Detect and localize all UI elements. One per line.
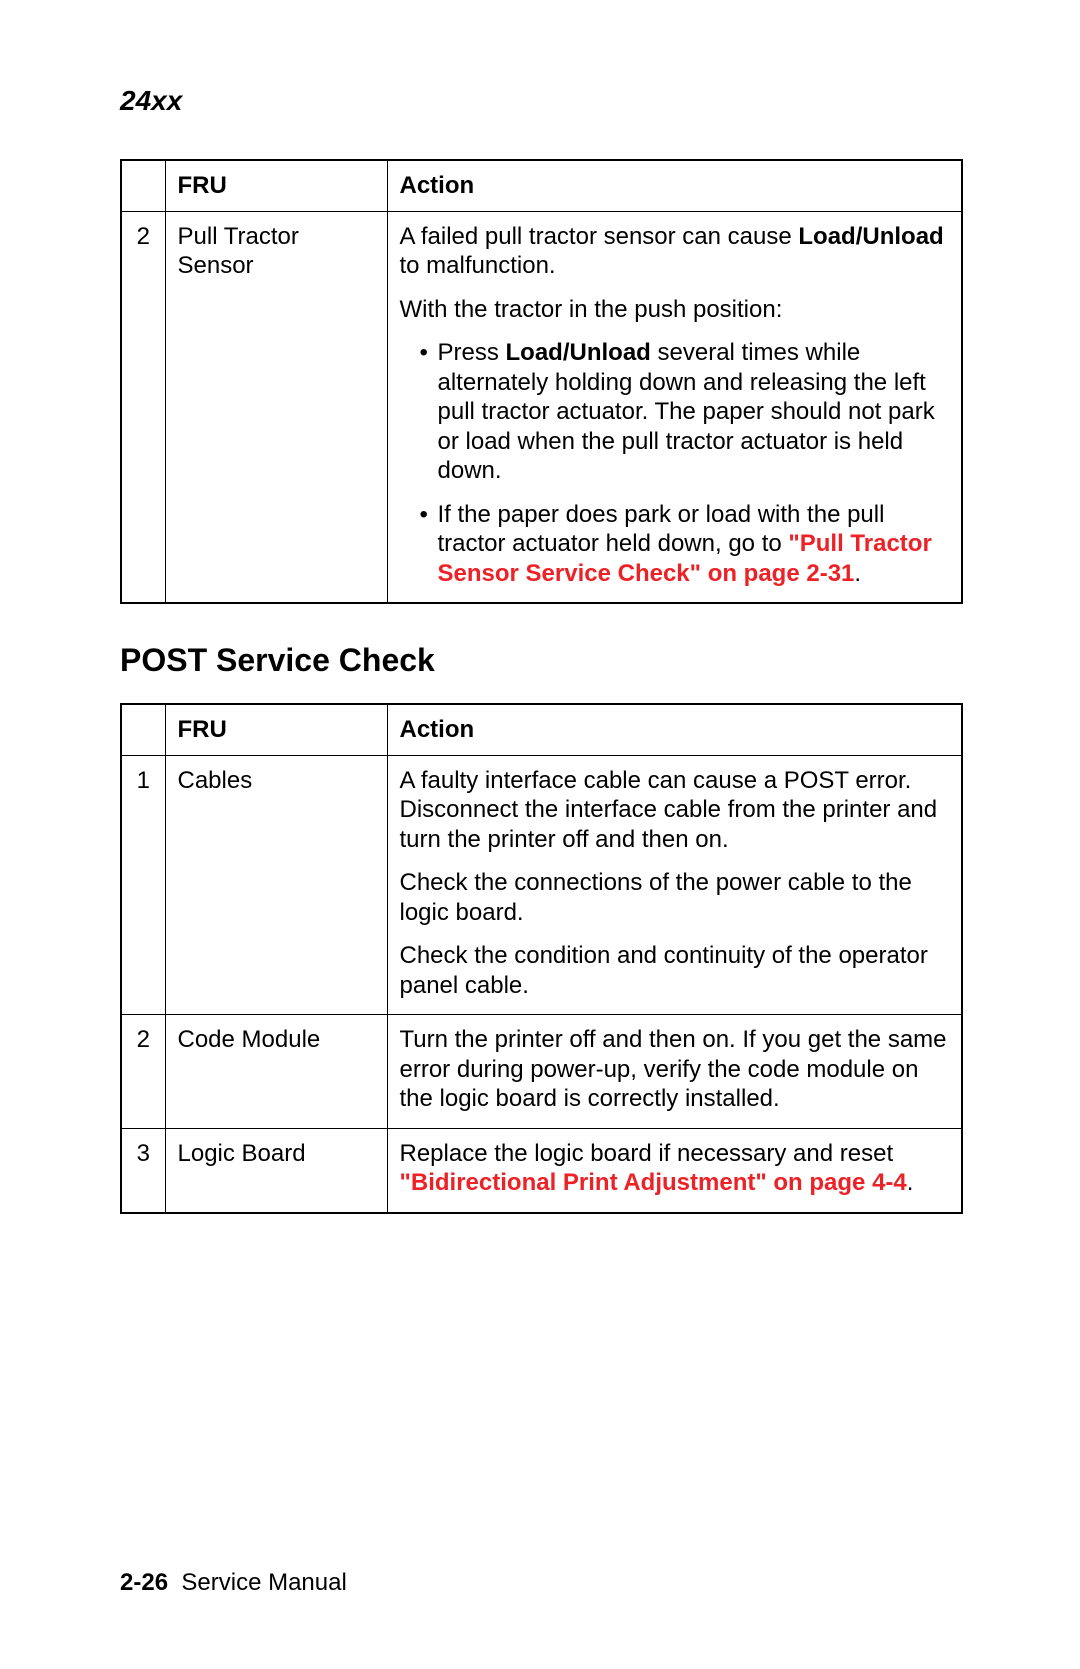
cell-fru: Cables (165, 755, 387, 1015)
table-row: 1 Cables A faulty interface cable can ca… (121, 755, 962, 1015)
action-paragraph: Replace the logic board if necessary and… (400, 1139, 950, 1198)
cell-num: 2 (121, 1015, 165, 1129)
cell-action: Turn the printer off and then on. If you… (387, 1015, 962, 1129)
action-paragraph: A faulty interface cable can cause a POS… (400, 766, 950, 855)
action-paragraph: With the tractor in the push position: (400, 295, 950, 325)
table-header-row: FRU Action (121, 160, 962, 211)
cell-action: Replace the logic board if necessary and… (387, 1128, 962, 1213)
table-row: 2 Code Module Turn the printer off and t… (121, 1015, 962, 1129)
action-paragraph: Check the connections of the power cable… (400, 868, 950, 927)
page-footer: 2-26 Service Manual (120, 1569, 347, 1597)
table-pull-tractor: FRU Action 2 Pull Tractor Sensor A faile… (120, 159, 963, 604)
list-item: Press Load/Unload several times while al… (420, 338, 950, 486)
action-paragraph: Turn the printer off and then on. If you… (400, 1025, 950, 1114)
table-row: 2 Pull Tractor Sensor A failed pull trac… (121, 211, 962, 603)
col-header-num (121, 160, 165, 211)
page-container: 24xx FRU Action 2 Pull Tractor Sensor A … (0, 0, 1080, 1669)
page-number: 2-26 (120, 1569, 168, 1596)
col-header-num (121, 704, 165, 755)
xref-link[interactable]: "Bidirectional Print Adjustment" on page… (400, 1169, 907, 1196)
cell-num: 3 (121, 1128, 165, 1213)
col-header-fru: FRU (165, 704, 387, 755)
col-header-action: Action (387, 704, 962, 755)
col-header-fru: FRU (165, 160, 387, 211)
cell-action: A faulty interface cable can cause a POS… (387, 755, 962, 1015)
cell-num: 2 (121, 211, 165, 603)
cell-action: A failed pull tractor sensor can cause L… (387, 211, 962, 603)
cell-fru: Logic Board (165, 1128, 387, 1213)
section-heading-post: POST Service Check (120, 642, 975, 679)
cell-fru: Code Module (165, 1015, 387, 1129)
table-row: 3 Logic Board Replace the logic board if… (121, 1128, 962, 1213)
action-paragraph: A failed pull tractor sensor can cause L… (400, 222, 950, 281)
header-model: 24xx (120, 85, 975, 117)
action-bullet-list: Press Load/Unload several times while al… (400, 338, 950, 588)
col-header-action: Action (387, 160, 962, 211)
cell-fru: Pull Tractor Sensor (165, 211, 387, 603)
table-post-service-check: FRU Action 1 Cables A faulty interface c… (120, 703, 963, 1214)
list-item: If the paper does park or load with the … (420, 500, 950, 589)
action-paragraph: Check the condition and continuity of th… (400, 941, 950, 1000)
footer-label: Service Manual (181, 1569, 346, 1596)
table-header-row: FRU Action (121, 704, 962, 755)
cell-num: 1 (121, 755, 165, 1015)
